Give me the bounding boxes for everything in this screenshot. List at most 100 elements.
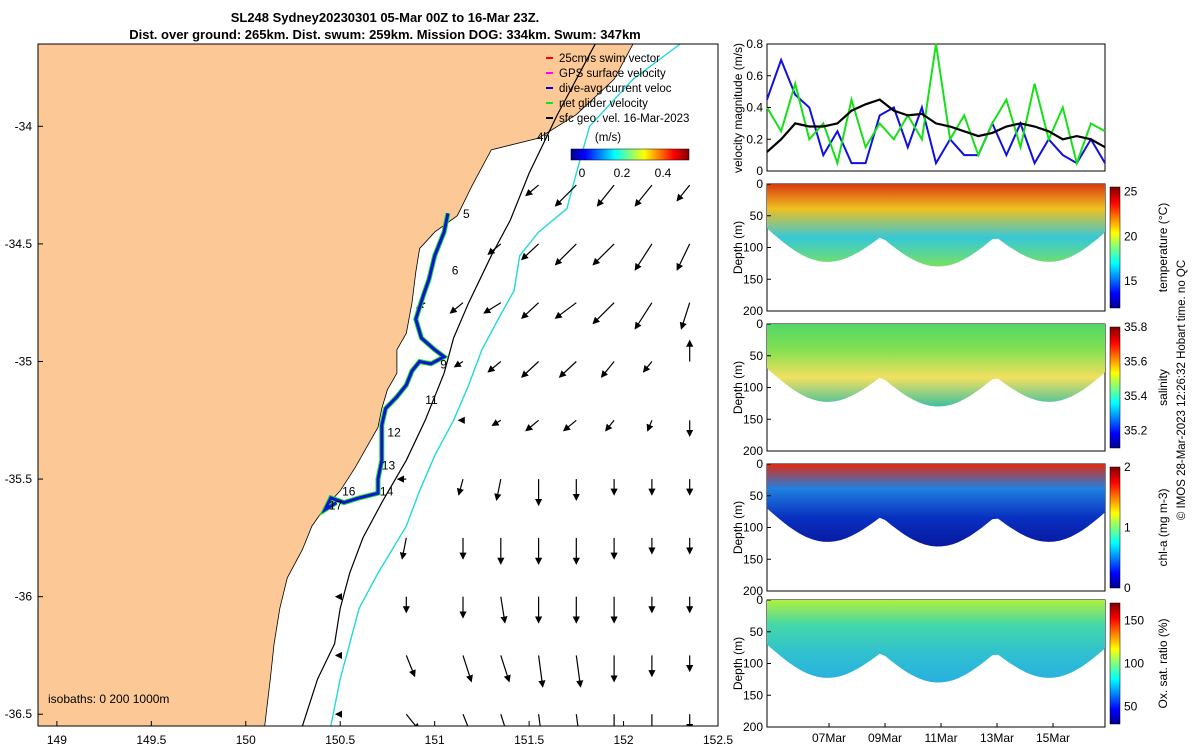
velocity-vector-arrow [554,243,577,266]
velocity-vector-arrow [487,361,502,373]
velocity-vector-arrow [646,420,654,432]
surface-velocity-vectors [334,184,694,726]
velocity-y-tick-label: 0.6 [746,69,763,83]
velocity-vector-arrow [525,419,539,432]
section-colorbar-label: salinity [1156,369,1170,406]
track-day-label: 14 [380,485,394,499]
section-y-tick-label: 100 [743,241,763,255]
section-y-tick-label: 100 [743,657,763,671]
map-colorbar-label: (m/s) [595,132,621,144]
velocity-vector-arrow [538,655,546,688]
section-y-tick-label: 0 [756,457,763,471]
date-axis: 07Mar 09Mar 11Mar 13Mar 15Mar [812,723,1070,745]
section-y-tick-label: 100 [743,381,763,395]
velocity-vector-arrow [462,713,469,726]
velocity-vector-arrow [554,184,577,207]
velocity-vector-arrow [592,243,615,266]
map-colorbar-tick: 0 [579,166,586,180]
section-colorbar-tick: 35.4 [1124,389,1148,403]
section-colorbar-label: Ox. sat. ratio (%) [1156,618,1170,708]
section-panel-4: 0 50 100 150 200 Depth (m) 50 100 150 Ox. sat. ra… [731,593,1170,734]
velocity-vector-arrow [679,302,691,330]
legend-extra-4h: 4h [537,132,550,144]
map-colorbar-tick: 0.4 [655,166,672,180]
map-y-tick-label: -35 [15,354,33,368]
velocity-vector-arrow [600,361,615,378]
velocity-vector-arrow [575,655,584,688]
isobath-1000m-line [301,44,596,726]
section-colorbar-tick: 0 [1124,581,1131,595]
map-x-tick-label: 151 [425,733,445,747]
isobath-200m-line [330,44,681,726]
velocity-vector-arrow [634,302,653,330]
map-x-axis: 149 149.5 150 150.5 151 151.5 152 152.5 [47,721,733,747]
velocity-vector-arrow [456,478,464,496]
section-y-tick-label: 150 [743,412,763,426]
section-colorbar-tick: 35.6 [1124,355,1148,369]
section-colorbar-tick: 150 [1124,613,1144,627]
map-colorbar-gradient [570,148,690,161]
velocity-vector-arrow [487,243,502,255]
map-colorbar: (m/s) 0 0.2 0.4 [570,132,690,180]
velocity-y-tick-label: 0.4 [746,101,763,115]
section-y-label: Depth (m) [731,637,745,690]
velocity-panel: 0 0.2 0.4 0.6 0.8 velocity magnitude (m/s) [731,37,1106,178]
map-y-axis: -34 -34.5 -35 -35.5 -36 -36.5 [5,119,43,721]
legend-entry-label: dive-avg current veloc [559,83,672,95]
section-colorbar-tick: 15 [1124,274,1138,288]
section-y-label: Depth (m) [731,221,745,274]
figure-title-line1: SL248 Sydney20230301 05-Mar 00Z to 16-Ma… [230,10,540,25]
velocity-y-tick-label: 0 [756,164,763,178]
section-y-tick-label: 200 [743,444,763,458]
velocity-vector-arrow [592,302,615,325]
track-day-label: 13 [382,459,396,473]
velocity-vector-arrow [676,243,691,271]
velocity-vector-arrow [605,419,615,432]
section-colorbar [1109,602,1121,725]
velocity-vector-arrow [399,537,407,560]
map-y-tick-label: -35.5 [5,472,33,486]
figure-title-line2: Dist. over ground: 265km. Dist. swum: 25… [129,27,641,42]
velocity-vector-arrow [538,714,541,726]
map-legend: 25cm/s swim vector GPS surface velocity di… [546,53,689,125]
section-colorbar-label: chl-a (mg m-3) [1156,488,1170,566]
velocity-series [766,43,1106,167]
section-y-tick-label: 0 [756,593,763,607]
map-x-tick-label: 149 [47,733,67,747]
section-y-tick-label: 200 [743,720,763,734]
map-y-tick-label: -34 [15,119,33,133]
section-colorbar-tick: 100 [1124,657,1144,671]
velocity-vector-arrow [500,714,506,726]
legend-entry-label: net glider velocity [559,98,648,110]
velocity-vector-arrow [575,714,579,726]
velocity-vector-arrow [483,302,502,314]
velocity-vector-arrow [494,478,502,501]
track-day-label: 11 [425,393,438,407]
section-y-tick-label: 200 [743,584,763,598]
velocity-series-line [766,98,1106,153]
section-y-label: Depth (m) [731,501,745,554]
velocity-vector-arrow [521,302,540,320]
track-day-label: 17 [329,499,343,513]
section-colorbar-tick: 25 [1124,184,1138,198]
date-tick-label: 07Mar [812,731,846,745]
velocity-vector-arrow [462,655,473,683]
section-y-tick-label: 150 [743,552,763,566]
section-colorbar-tick: 35.8 [1124,320,1148,334]
velocity-y-axis: 0 0.2 0.4 0.6 0.8 [746,37,771,178]
section-colorbar-tick: 2 [1124,460,1131,474]
section-y-tick-label: 50 [750,489,764,503]
date-tick-label: 09Mar [868,731,902,745]
velocity-vector-arrow [558,361,577,378]
section-data-fill [767,464,1105,547]
velocity-vector-arrow [596,184,615,207]
velocity-vector-arrow [642,361,653,373]
section-colorbar-label: temperature (°C) [1156,203,1170,293]
map-x-tick-label: 151.5 [514,733,544,747]
section-colorbar-tick: 50 [1124,700,1138,714]
velocity-vector-arrow [521,361,540,378]
velocity-vector-arrow [521,243,540,261]
velocity-series-line [766,43,1106,167]
velocity-y-tick-label: 0.8 [746,37,763,51]
